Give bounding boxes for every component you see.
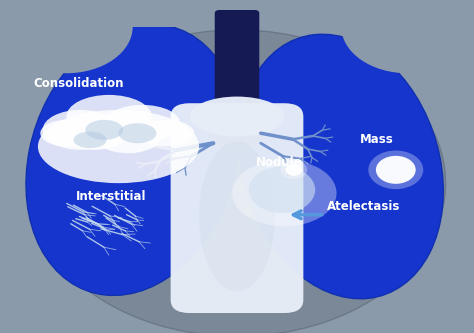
FancyBboxPatch shape	[0, 0, 9, 333]
Ellipse shape	[0, 0, 133, 73]
Ellipse shape	[43, 110, 118, 150]
Ellipse shape	[38, 110, 199, 183]
Ellipse shape	[40, 120, 92, 147]
Ellipse shape	[73, 132, 107, 148]
Text: Mass: Mass	[360, 133, 394, 146]
Ellipse shape	[249, 166, 315, 213]
Ellipse shape	[104, 105, 180, 142]
Text: Interstitial: Interstitial	[76, 190, 146, 203]
Ellipse shape	[118, 123, 156, 143]
Ellipse shape	[137, 120, 194, 147]
Ellipse shape	[232, 160, 337, 226]
Ellipse shape	[239, 34, 443, 299]
FancyBboxPatch shape	[465, 0, 474, 333]
Ellipse shape	[95, 120, 161, 153]
FancyBboxPatch shape	[0, 0, 474, 27]
Ellipse shape	[28, 30, 446, 333]
Ellipse shape	[85, 120, 123, 140]
Circle shape	[285, 164, 302, 176]
Ellipse shape	[341, 0, 474, 73]
Ellipse shape	[190, 97, 284, 137]
Circle shape	[281, 161, 307, 179]
Ellipse shape	[209, 117, 265, 150]
Text: Consolidation: Consolidation	[33, 77, 124, 90]
Ellipse shape	[199, 142, 275, 291]
Ellipse shape	[26, 24, 239, 295]
Ellipse shape	[66, 95, 152, 138]
Circle shape	[368, 151, 423, 189]
Circle shape	[376, 156, 416, 184]
FancyBboxPatch shape	[215, 10, 259, 143]
Text: Nodule: Nodule	[256, 157, 302, 169]
Text: Atelectasis: Atelectasis	[327, 200, 401, 213]
Ellipse shape	[62, 117, 128, 150]
FancyBboxPatch shape	[171, 103, 303, 313]
